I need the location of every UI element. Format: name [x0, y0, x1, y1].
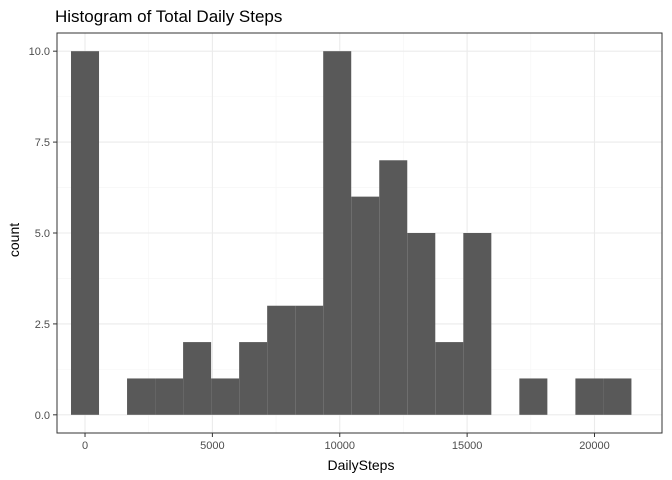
- histogram-bar: [183, 342, 212, 415]
- histogram-bar: [155, 378, 184, 415]
- histogram-bar: [351, 196, 380, 415]
- y-tick-label: 5.0: [35, 228, 50, 240]
- histogram-bar: [407, 233, 436, 415]
- y-axis: 0.0 2.5 5.0 7.5 10.0: [29, 46, 57, 422]
- histogram-bar: [575, 378, 604, 415]
- x-tick-label: 20000: [579, 440, 610, 452]
- y-axis-title: count: [6, 223, 22, 257]
- x-tick-label: 0: [82, 440, 88, 452]
- histogram-bar: [267, 305, 296, 415]
- y-tick-label: 10.0: [29, 46, 50, 58]
- histogram-bar: [295, 305, 324, 415]
- x-tick-label: 15000: [452, 440, 483, 452]
- y-tick-label: 0.0: [35, 410, 50, 422]
- y-tick-label: 7.5: [35, 137, 50, 149]
- histogram-bar: [519, 378, 548, 415]
- histogram-bar: [435, 342, 464, 415]
- histogram-bar: [71, 51, 100, 415]
- histogram-bar: [239, 342, 268, 415]
- histogram-bar: [463, 233, 492, 415]
- x-tick-label: 5000: [200, 440, 224, 452]
- x-tick-label: 10000: [324, 440, 355, 452]
- histogram-bar: [323, 51, 352, 415]
- histogram-bar: [603, 378, 632, 415]
- histogram-bar: [211, 378, 240, 415]
- chart-title: Histogram of Total Daily Steps: [55, 7, 282, 26]
- x-axis-title: DailySteps: [328, 457, 395, 473]
- histogram-bar: [379, 160, 408, 415]
- histogram-bars: [71, 51, 632, 415]
- histogram-bar: [127, 378, 156, 415]
- y-tick-label: 2.5: [35, 319, 50, 331]
- x-axis: 0 5000 10000 15000 20000: [82, 433, 610, 452]
